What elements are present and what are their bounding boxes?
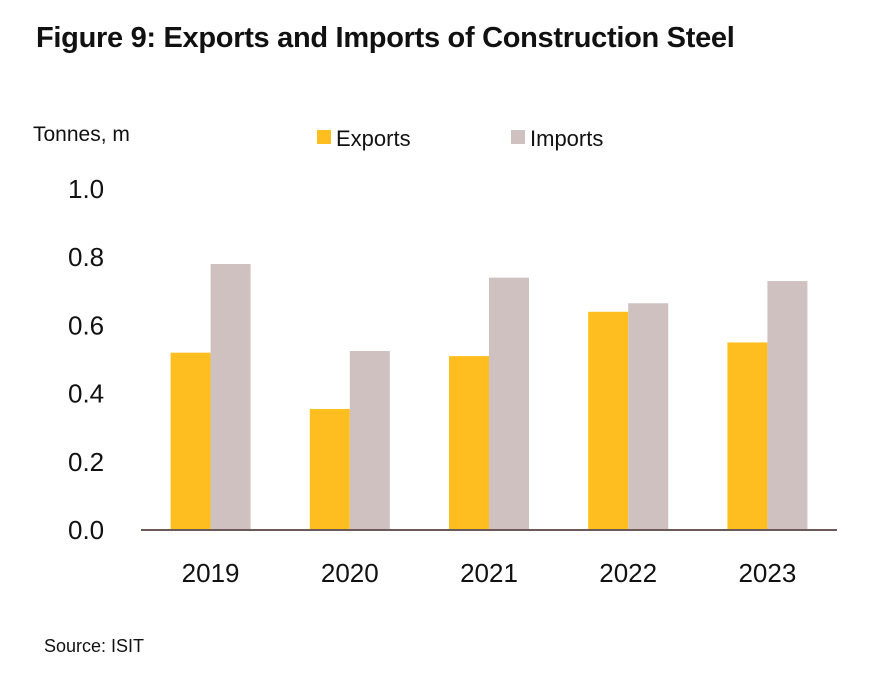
bar-imports-2023: [767, 281, 808, 530]
x-tick-label: 2019: [182, 558, 240, 588]
source-note: Source: ISIT: [44, 636, 145, 656]
bar-exports-2023: [727, 342, 768, 530]
legend-label-imports: Imports: [530, 126, 603, 151]
y-axis-label: Tonnes, m: [33, 123, 130, 146]
x-tick-label: 2021: [460, 558, 518, 588]
y-tick-label: 0.0: [68, 515, 104, 545]
x-axis-ticks: 2019 2020 2021 2022 2023: [182, 558, 797, 588]
bar-exports-2019: [170, 352, 211, 530]
bar-exports-2020: [309, 408, 350, 530]
x-tick-label: 2022: [599, 558, 657, 588]
x-tick-label: 2023: [738, 558, 796, 588]
bar-exports-2022: [588, 311, 629, 530]
bar-imports-2019: [210, 264, 251, 530]
y-tick-label: 0.8: [68, 242, 104, 272]
bar-imports-2022: [628, 303, 669, 530]
x-tick-label: 2020: [321, 558, 379, 588]
y-tick-label: 1.0: [68, 174, 104, 204]
chart-title: Figure 9: Exports and Imports of Constru…: [36, 22, 735, 54]
legend-swatch-imports: [511, 130, 525, 144]
bar-imports-2021: [489, 277, 529, 530]
bar-imports-2020: [349, 350, 390, 530]
legend: Exports Imports: [317, 126, 603, 151]
y-tick-label: 0.6: [68, 310, 104, 340]
bar-exports-2021: [449, 356, 489, 530]
y-tick-label: 0.4: [68, 379, 104, 409]
bars: [170, 264, 808, 530]
y-axis-ticks: 0.0 0.2 0.4 0.6 0.8 1.0: [68, 174, 104, 545]
legend-label-exports: Exports: [336, 126, 411, 151]
legend-swatch-exports: [317, 130, 331, 144]
y-tick-label: 0.2: [68, 447, 104, 477]
